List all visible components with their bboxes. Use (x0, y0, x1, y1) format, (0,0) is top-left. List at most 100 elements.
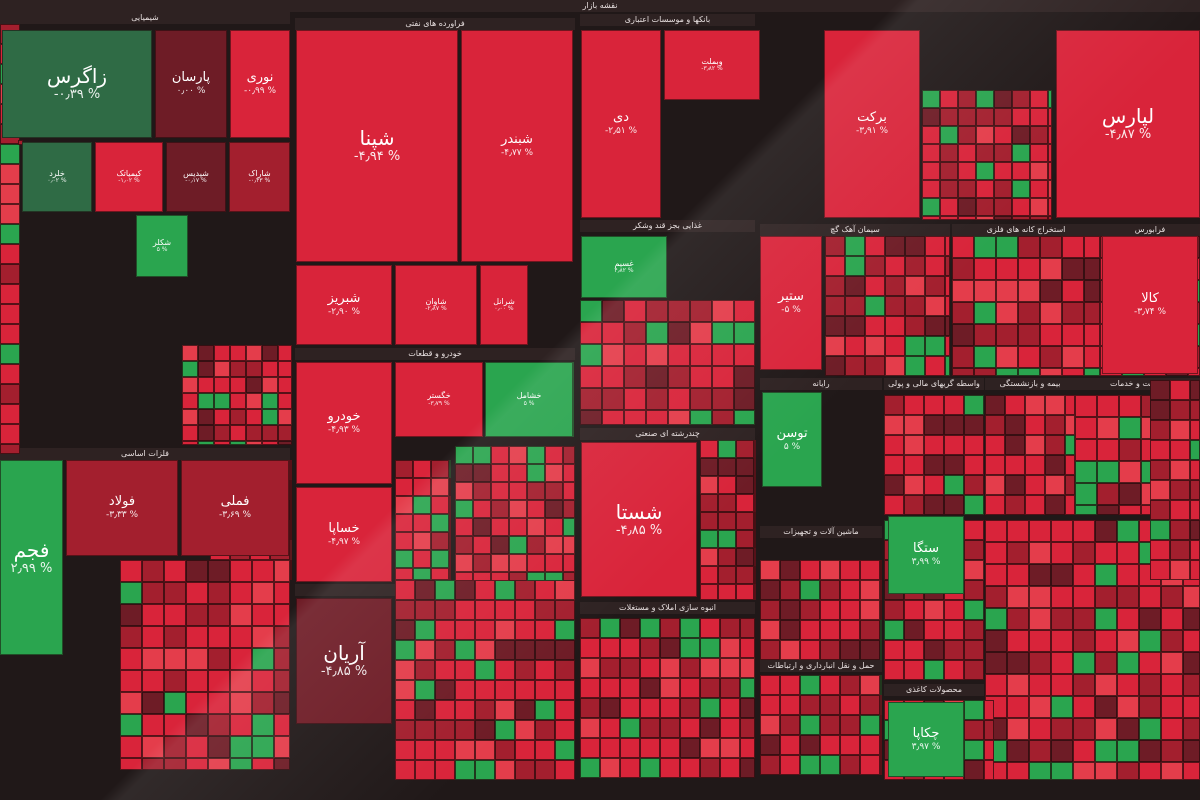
stock-symbol: دی (613, 110, 629, 126)
stock-tile[interactable]: توسن% ۵ (762, 392, 822, 487)
stock-tile[interactable]: کیمیاتک% ۱٫۰۲- (95, 142, 163, 212)
stock-tile[interactable]: ستگا% ۳٫۹۹ (888, 516, 964, 594)
stock-tile[interactable]: چکاپا% ۳٫۹۷ (888, 702, 964, 777)
stock-symbol: شبندر (501, 132, 533, 148)
stock-change-percent: % ۴٫۷۷- (500, 148, 534, 159)
stock-symbol: خگستر (427, 391, 451, 401)
stock-tile[interactable]: شکلر% ۵ (136, 215, 188, 277)
small-stock-tiles (952, 236, 1100, 376)
stock-tile[interactable]: خشامل% ۵ (485, 362, 573, 437)
sector-header-19: فرابورس (1100, 224, 1200, 236)
stock-change-percent: % ۱٫۰۲- (118, 177, 140, 185)
map-title-bar: نقشه بازار (0, 0, 1200, 12)
stock-change-percent: % ۳٫۳۳- (105, 510, 139, 521)
small-stock-tiles (120, 560, 290, 770)
small-stock-tiles (182, 345, 292, 445)
stock-symbol: چکاپا (912, 725, 940, 741)
stock-tile[interactable]: لپارس% ۴٫۸۷- (1056, 30, 1200, 218)
stock-symbol: فملی (220, 494, 250, 510)
stock-symbol: شرانل (493, 296, 515, 306)
stock-change-percent: % ۵- (781, 305, 801, 316)
stock-change-percent: % ۳٫۸۲- (701, 65, 723, 73)
small-stock-tiles (580, 618, 755, 778)
stock-symbol: شکلر (152, 237, 172, 247)
stock-tile[interactable]: شرانل% ۰٫۰۰ (480, 265, 528, 345)
sector-header-1: شیمیایی (0, 12, 290, 24)
stock-symbol: کیمیاتک (116, 168, 142, 178)
sector-header-16: ماشین آلات و تجهیزات (760, 526, 882, 538)
stock-symbol: توسن (776, 425, 808, 441)
stock-tile[interactable]: خگستر% ۳٫۷۹- (395, 362, 483, 437)
small-stock-tiles (455, 446, 575, 581)
stock-tile[interactable]: شاوان% ۲٫۸۷- (395, 265, 477, 345)
stock-tile[interactable]: خساپا% ۴٫۹۷- (296, 487, 392, 582)
sector-header-12: رایانه (760, 378, 882, 390)
stock-change-percent: % ۳٫۷۴- (1133, 307, 1167, 318)
stock-change-percent: % ۰٫۹۹- (243, 86, 277, 97)
stock-symbol: برکت (857, 110, 887, 126)
stock-tile[interactable]: فجم% ۲٫۹۹ (0, 460, 63, 655)
stock-change-percent: % ۴٫۸۷- (1104, 127, 1152, 143)
sector-header-8: سیمان آهک گچ (760, 224, 950, 236)
stock-tile[interactable]: ستیر% ۵- (760, 236, 822, 370)
stock-tile[interactable]: خودرو% ۴٫۹۳- (296, 362, 392, 484)
sector-header-9: استخراج کانه های فلزی (952, 224, 1100, 236)
stock-tile[interactable]: شاراک% ۰٫۴۳- (229, 142, 290, 212)
stock-change-percent: % ۰٫۴۳- (248, 177, 271, 185)
small-stock-tiles (580, 300, 755, 425)
stock-symbol: شبریز (327, 291, 361, 307)
stock-tile[interactable]: کالا% ۳٫۷۴- (1102, 236, 1198, 374)
stock-tile[interactable]: فولاد% ۳٫۳۳- (66, 460, 178, 556)
stock-tile[interactable]: شستا% ۴٫۸۵- (581, 442, 697, 597)
stock-tile[interactable]: شبریز% ۲٫۹۰- (296, 265, 392, 345)
stock-change-percent: % ۵ (783, 441, 801, 452)
stock-change-percent: % ۰٫۰۲ (47, 177, 67, 185)
stock-tile[interactable]: شبندر% ۴٫۷۷- (461, 30, 573, 262)
stock-tile[interactable]: آریان% ۴٫۸۵- (296, 598, 392, 724)
stock-tile[interactable]: شپنا% ۴٫۹۴- (296, 30, 458, 262)
stock-change-percent: % ۳٫۹۱- (855, 126, 889, 137)
sector-header-4: خودرو و قطعات (295, 348, 575, 360)
stock-change-percent: % ۳٫۹۷ (911, 741, 941, 752)
small-stock-tiles (760, 675, 882, 775)
small-stock-tiles (700, 440, 756, 600)
stock-change-percent: % ۰٫۰۰ (176, 86, 206, 97)
small-stock-tiles (884, 395, 984, 515)
stock-change-percent: % ۳٫۷۹- (428, 399, 450, 407)
stock-symbol: غسیم (614, 258, 634, 268)
stock-tile[interactable]: غسیم% ۴٫۸۲ (581, 236, 667, 298)
stock-tile[interactable]: خلرد% ۰٫۰۲ (22, 142, 92, 212)
sector-header-13: واسطه گریهای مالی و پولی (884, 378, 984, 390)
stock-change-percent: % ۲٫۹۰- (327, 307, 361, 318)
stock-symbol: لپارس (1101, 104, 1155, 129)
sector-header-5: فلزات اساسی (0, 448, 290, 460)
stock-tile[interactable]: فملی% ۳٫۶۹- (181, 460, 289, 556)
stock-symbol: فجم (13, 537, 50, 562)
stock-change-percent: % ۰٫۱۷- (185, 177, 207, 185)
stock-change-percent: % ۵ (156, 246, 168, 254)
stock-change-percent: % ۰٫۰۰ (494, 305, 514, 313)
sector-header-2: فراورده های نفتی (295, 18, 575, 30)
stock-change-percent: % ۴٫۸۲ (614, 267, 634, 275)
stock-symbol: پارسان (171, 70, 211, 86)
small-stock-tiles (922, 90, 1052, 220)
small-stock-tiles (985, 520, 1200, 780)
stock-tile[interactable]: وبملت% ۳٫۸۲- (664, 30, 760, 100)
sector-header-10: چندرشته ای صنعتی (580, 428, 755, 440)
stock-change-percent: % ۵ (523, 399, 535, 407)
small-stock-tiles (985, 395, 1075, 515)
stock-tile[interactable]: دی% ۲٫۵۱- (581, 30, 661, 218)
stock-symbol: آریان (323, 641, 365, 666)
stock-tile[interactable]: زاگرس% ۰٫۳۹- (2, 30, 152, 138)
stock-change-percent: % ۴٫۹۷- (327, 536, 361, 547)
stock-symbol: شاراک (248, 168, 271, 178)
stock-symbol: نوری (246, 70, 274, 86)
stock-change-percent: % ۲٫۹۹ (10, 560, 53, 576)
stock-tile[interactable]: نوری% ۰٫۹۹- (230, 30, 290, 138)
stock-symbol: ستگا (913, 541, 939, 557)
stock-tile[interactable]: برکت% ۳٫۹۱- (824, 30, 920, 218)
stock-tile[interactable]: پارسان% ۰٫۰۰ (155, 30, 227, 138)
stock-tile[interactable]: شپدیس% ۰٫۱۷- (166, 142, 226, 212)
stock-change-percent: % ۴٫۸۵- (320, 664, 368, 680)
